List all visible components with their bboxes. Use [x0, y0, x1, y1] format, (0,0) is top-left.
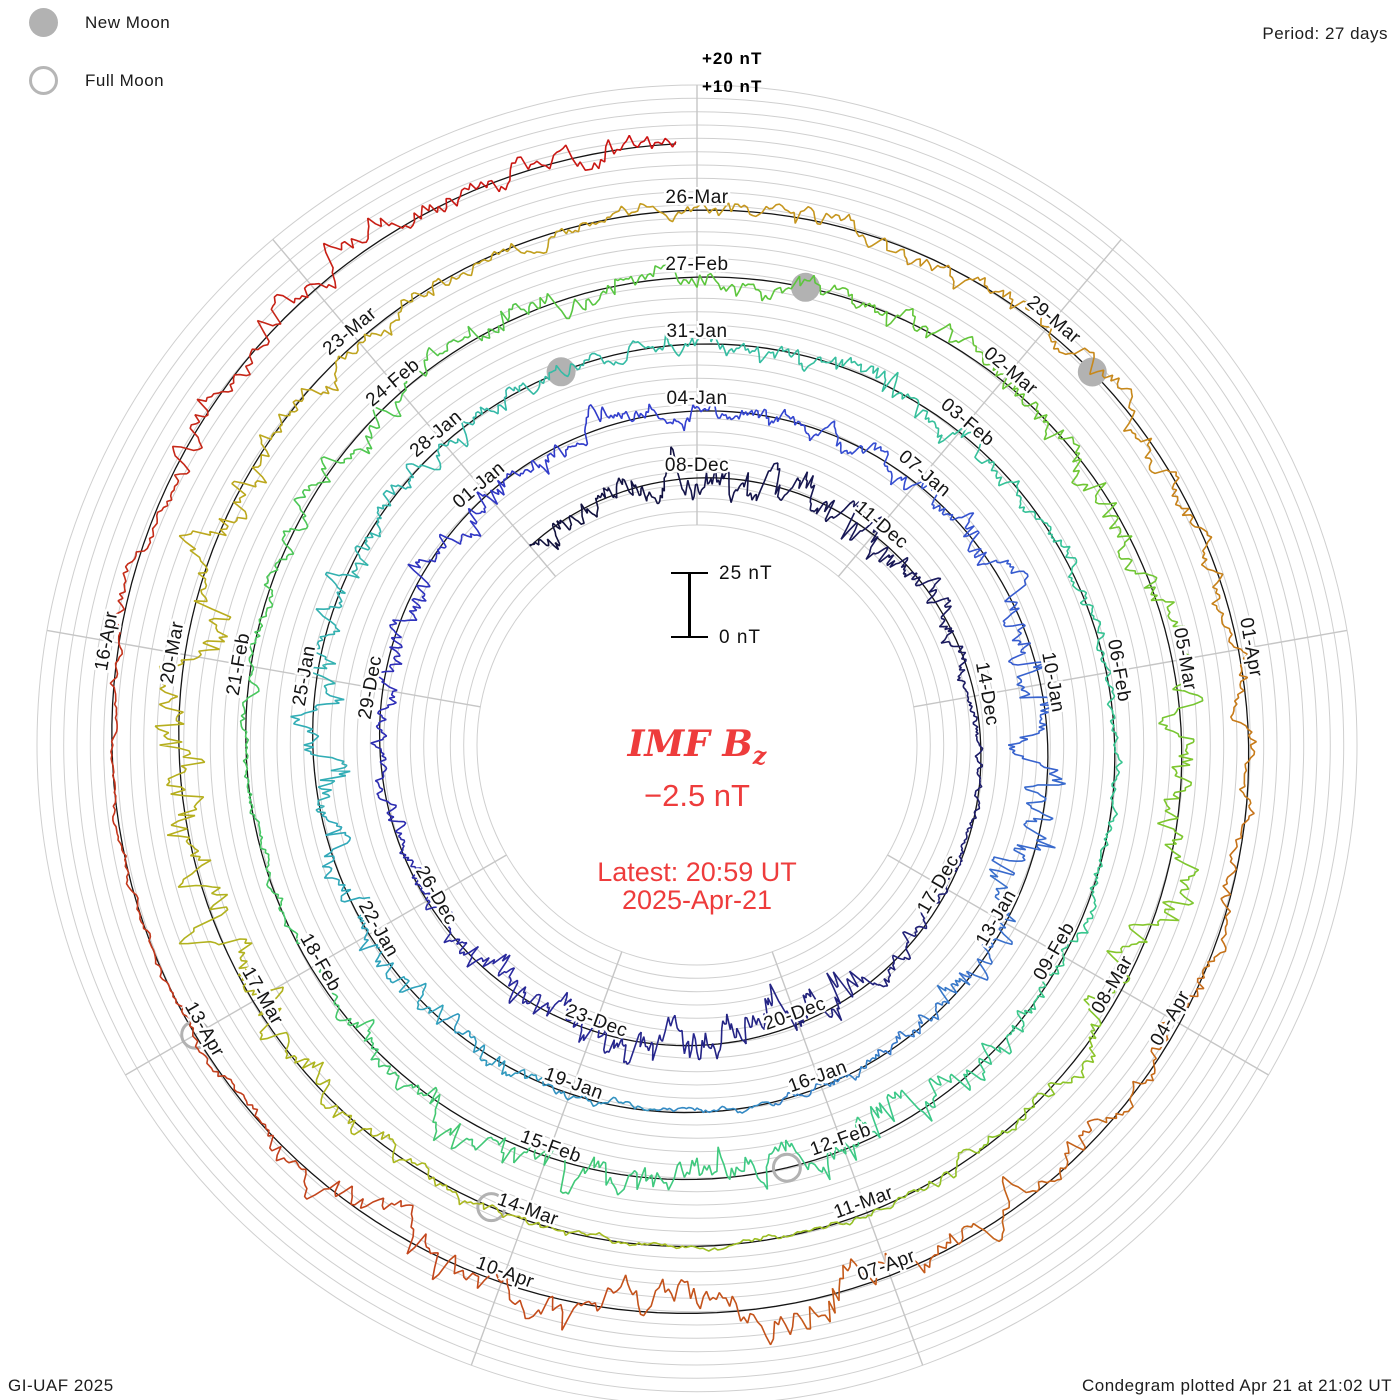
- date-label-07-Apr: 07-Apr: [855, 1246, 919, 1286]
- center-latest-time: Latest: 20:59 UT: [597, 857, 797, 887]
- new-moon-icon: [29, 8, 58, 37]
- grid-spokes: [46, 85, 1348, 1366]
- date-label-16-Apr: 16-Apr: [91, 609, 122, 672]
- full-moon-marker-12-Feb: [771, 1152, 802, 1183]
- scale-bar-top-cap: [671, 572, 708, 574]
- date-label-20-Mar: 20-Mar: [157, 619, 189, 685]
- center-latest-date: 2025-Apr-21: [621, 885, 773, 915]
- date-label-06-Feb: 06-Feb: [1103, 638, 1135, 704]
- center-title-text: IMF B: [627, 723, 753, 765]
- date-label-31-Jan: 31-Jan: [666, 321, 727, 342]
- date-label-27-Feb: 27-Feb: [665, 254, 728, 275]
- center-title-subscript: z: [752, 741, 767, 770]
- date-label-26-Mar: 26-Mar: [665, 187, 728, 208]
- bz-data-spiral: [109, 135, 1257, 1346]
- full-moon-icon: [29, 66, 58, 95]
- date-label-10-Apr: 10-Apr: [473, 1252, 537, 1292]
- period-label: Period: 27 days: [1262, 24, 1388, 43]
- full-moon-marker-13-Apr: [180, 1019, 211, 1050]
- scale-bar-top-label: 25 nT: [719, 563, 773, 584]
- center-title: IMF Bz: [447, 726, 947, 774]
- scale-bar-stem: [688, 573, 691, 637]
- legend-full-moon: Full Moon: [29, 66, 164, 95]
- legend-new-moon: New Moon: [29, 8, 170, 37]
- date-label-01-Apr: 01-Apr: [1235, 616, 1266, 679]
- date-label-02-Mar: 02-Mar: [980, 343, 1042, 400]
- moon-markers: [180, 272, 1107, 1223]
- full-moon-label: Full Moon: [85, 70, 165, 90]
- date-label-08-Mar: 08-Mar: [1088, 952, 1138, 1017]
- credit-text: GI-UAF 2025: [8, 1376, 114, 1395]
- scale-bar-bottom-label: 0 nT: [719, 627, 762, 648]
- date-label-05-Mar: 05-Mar: [1169, 626, 1201, 692]
- center-current-value: −2.5 nT: [644, 778, 750, 813]
- plus10-nt-label: +10 nT: [702, 77, 763, 96]
- full-moon-marker-14-Mar: [476, 1192, 507, 1223]
- date-label-08-Dec: 08-Dec: [665, 455, 729, 476]
- new-moon-label: New Moon: [85, 12, 171, 32]
- new-moon-marker-29-Mar: [1077, 357, 1107, 387]
- plotted-timestamp: Condegram plotted Apr 21 at 21:02 UT: [1081, 1376, 1392, 1395]
- scale-bar-bottom-cap: [671, 636, 708, 638]
- new-moon-marker-28-Feb: [791, 272, 820, 302]
- zero-baseline-spiral: [111, 143, 1250, 1314]
- plus20-nt-label: +20 nT: [702, 49, 763, 68]
- date-label-29-Dec: 29-Dec: [355, 654, 387, 721]
- date-label-25-Jan: 25-Jan: [289, 644, 320, 708]
- date-label-23-Dec: 23-Dec: [563, 1000, 631, 1042]
- date-label-04-Jan: 04-Jan: [666, 388, 727, 409]
- date-label-21-Feb: 21-Feb: [223, 631, 255, 697]
